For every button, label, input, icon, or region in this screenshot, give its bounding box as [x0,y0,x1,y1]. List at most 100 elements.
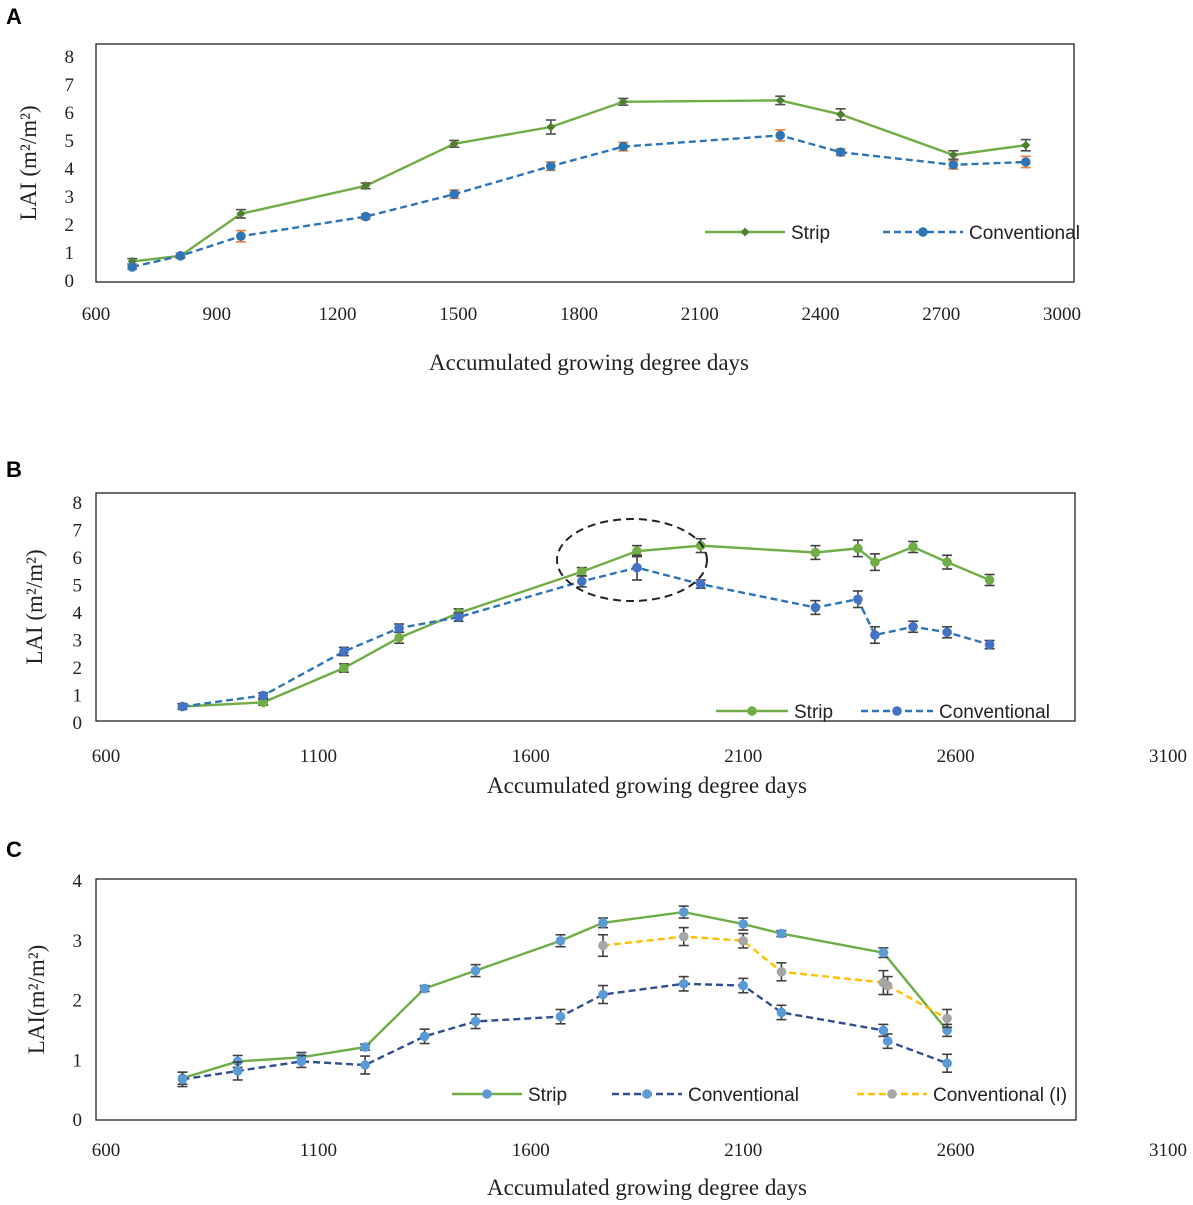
y-axis-title: LAI (m²/m²) [22,549,47,664]
legend: Strip Conventional Conventional (I) [452,1085,1067,1106]
data-point [870,557,880,567]
x-tick-label: 1100 [300,1140,337,1161]
data-point [853,594,863,605]
legend-label: Strip [794,702,833,723]
y-tick-label: 1 [73,1050,83,1071]
data-point [598,989,608,1000]
data-point [882,1036,893,1046]
data-point [360,1060,370,1070]
plot-frame [95,492,1076,722]
data-point [449,189,460,199]
data-point [908,542,918,552]
series-line [182,544,991,708]
data-point [598,918,608,928]
data-point [984,639,995,650]
data-point [678,931,689,942]
series-conventional [177,975,953,1088]
y-tick-label: 4 [65,159,75,180]
y-tick-label: 2 [73,658,83,679]
series-line [131,134,1026,269]
legend-item: Conventional [612,1085,799,1106]
panel-c: C 0 1 2 3 4 600 1100 1600 2100 2600 3100 Accumulate… [6,837,1187,1200]
x-tick-label: 2400 [802,304,840,325]
data-point [942,627,952,638]
y-tick-label: 0 [73,713,83,734]
series-strip [177,905,953,1085]
y-tick-label: 8 [65,47,75,68]
panel-b-letter: B [6,457,22,482]
x-tick-label: 2100 [724,1140,762,1161]
panel-b: B 0 1 2 3 4 5 6 7 8 600 1100 1600 2100 2600 3100 Accumu… [6,457,1187,798]
x-tick-label: 3100 [1149,1140,1187,1161]
data-point [598,940,608,951]
x-tick-label: 1600 [512,1140,550,1161]
data-point [576,576,587,587]
panel-c-letter: C [6,837,22,862]
series-conventional [127,129,1031,272]
series-conventional-i [598,926,953,1029]
plot-frame [95,43,1075,283]
legend: Strip Conventional [716,702,1050,723]
data-point [177,701,188,712]
data-point [127,262,138,272]
data-point [546,122,556,132]
legend: Strip Conventional [705,223,1080,244]
x-tick-label: 2600 [937,746,975,767]
data-point [546,161,556,171]
legend-item: Conventional (I) [857,1085,1067,1106]
y-tick-label: 6 [73,548,83,569]
data-point [555,1011,566,1022]
data-point [236,209,246,219]
legend-marker [642,1089,652,1099]
data-point [361,181,371,191]
y-tick-label: 5 [73,576,83,597]
data-point [232,1066,243,1076]
data-point [776,928,787,939]
legend-label: Conventional (I) [933,1085,1067,1106]
panel-a-letter: A [6,4,22,29]
x-tick-label: 1500 [439,304,477,325]
x-tick-label: 2100 [681,304,719,325]
data-point [775,130,786,141]
data-point [882,980,893,991]
series-line [182,982,948,1081]
data-point [453,612,464,622]
legend-item: Conventional [861,702,1050,723]
data-point [470,1016,481,1027]
plot-frame [95,878,1077,1121]
data-point [632,562,642,573]
data-point [618,141,629,152]
y-axis-title: LAI(m²/m²) [24,945,49,1055]
data-point [632,546,642,556]
legend-marker [918,227,928,237]
data-point [942,1013,952,1024]
y-axis-title: LAI (m²/m²) [16,105,41,220]
data-point [339,663,349,673]
y-tick-label: 7 [65,75,75,96]
legend-item: Strip [716,702,833,723]
data-point [738,935,748,946]
data-point [419,983,430,994]
x-tick-label: 3100 [1149,746,1187,767]
series-line [182,566,990,708]
data-point [942,557,952,567]
x-tick-label: 900 [203,304,232,325]
highlight-ellipse [556,518,708,602]
data-point [836,109,846,119]
legend-marker [887,1089,897,1099]
data-point [618,97,628,107]
data-point [419,1031,430,1042]
x-tick-label: 1100 [300,746,337,767]
legend-label: Strip [528,1085,567,1106]
x-tick-label: 1600 [512,746,550,767]
y-tick-label: 1 [65,243,75,264]
data-point [738,980,748,991]
data-point [835,147,846,157]
y-tick-label: 2 [65,215,75,236]
data-point [470,965,481,976]
data-point [258,697,268,708]
legend-marker [892,706,902,716]
data-point [942,1058,952,1069]
series-strip [177,537,995,712]
